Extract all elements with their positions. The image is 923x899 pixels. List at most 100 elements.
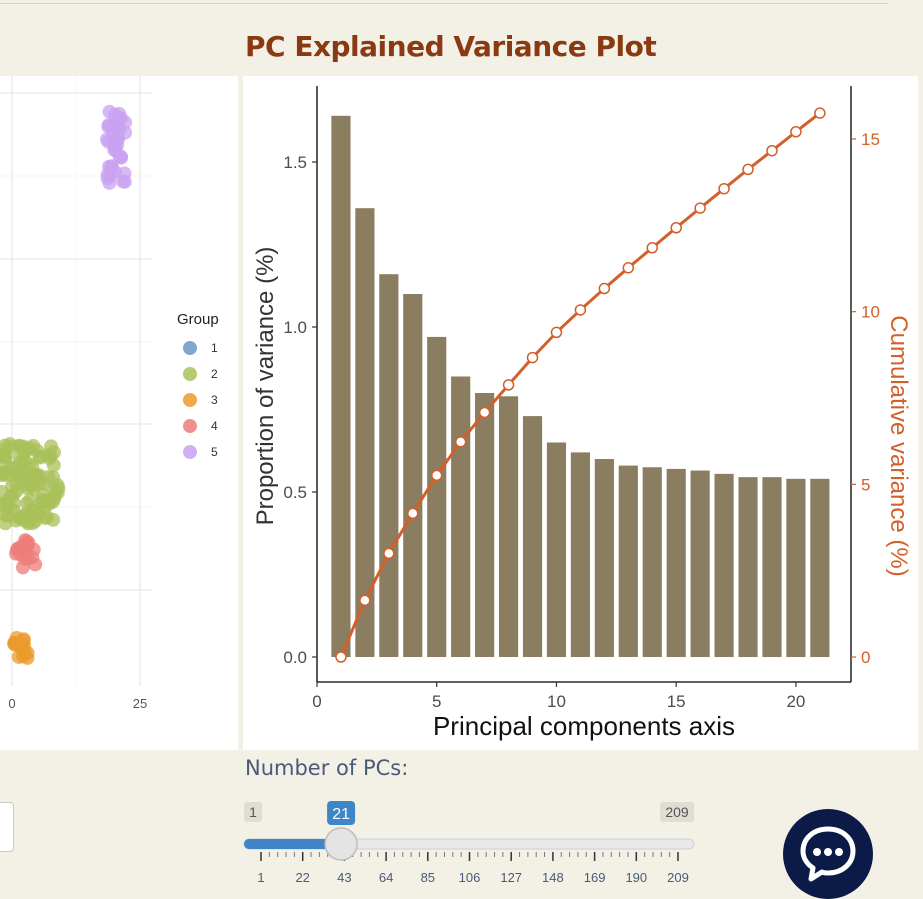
variance-bar (427, 336, 447, 657)
slider-min-badge (244, 802, 262, 822)
scatter-point (19, 443, 34, 458)
variance-bar (331, 115, 351, 658)
slider-tick-label: 106 (459, 870, 481, 885)
x-tick-label: 15 (667, 692, 686, 711)
scatter-point (9, 483, 24, 498)
cumulative-point (646, 242, 658, 254)
legend-swatch (183, 393, 197, 407)
cumulative-point (622, 262, 635, 274)
y-tick-label: 0.0 (283, 648, 307, 667)
legend-title: Group (177, 311, 219, 328)
top-divider (0, 3, 888, 4)
slider-tick-label: 43 (337, 870, 351, 885)
variance-bar (546, 442, 567, 657)
x-axis-label: Principal components axis (433, 711, 735, 741)
scatter-point (38, 510, 53, 525)
scatter-point (29, 467, 44, 482)
pca-scatter-panel: 0 25 Group 1 2 3 4 5 (0, 76, 238, 750)
partial-input-box[interactable] (0, 802, 14, 852)
number-of-pcs-label: Number of PCs: (245, 756, 409, 780)
scatter-point (28, 557, 43, 572)
scatter-point (22, 493, 37, 508)
scatter-point (41, 469, 56, 484)
page-title: PC Explained Variance Plot (245, 30, 657, 63)
cumulative-point (742, 163, 754, 176)
scatter-point (104, 118, 119, 133)
scatter-point (104, 159, 119, 174)
variance-bar (714, 473, 734, 657)
y2-tick-label: 15 (861, 130, 880, 149)
scatter-point (50, 485, 65, 500)
variance-bar (594, 459, 614, 657)
legend-swatch (183, 419, 197, 433)
slider-tick-label: 1 (257, 870, 264, 885)
variance-bar (762, 477, 782, 657)
scatter-point (17, 551, 32, 566)
y-axis-label: Proportion of variance (%) (252, 247, 279, 526)
legend-swatch (183, 445, 197, 459)
slider-tick-label: 148 (542, 870, 564, 885)
scatter-point (44, 439, 59, 454)
variance-bar (618, 465, 638, 657)
scatter-point (24, 479, 39, 494)
variance-bar (570, 452, 590, 657)
scatter-x-tick-25: 25 (133, 696, 147, 711)
legend-label: 3 (211, 393, 218, 407)
scatter-point (108, 134, 123, 149)
scatter-point (19, 506, 34, 521)
cumulative-point (718, 182, 730, 195)
pca-scatter-plot: 0 25 Group 1 2 3 4 5 (0, 76, 219, 711)
legend-label: 4 (211, 419, 218, 433)
variance-bar (786, 478, 806, 657)
variance-bar (451, 376, 471, 657)
slider-max-label: 209 (665, 804, 689, 820)
scatter-point (0, 493, 15, 508)
cumulative-point (430, 469, 443, 482)
cumulative-point (790, 125, 802, 138)
variance-bar (379, 274, 399, 657)
cumulative-point (670, 222, 682, 234)
x-tick-label: 10 (547, 692, 566, 711)
x-tick-label: 0 (312, 692, 321, 711)
cumulative-point (574, 304, 587, 316)
cumulative-point (502, 379, 515, 391)
cumulative-point (407, 507, 419, 520)
y-tick-label: 1.5 (283, 153, 307, 172)
y2-tick-label: 5 (861, 475, 870, 494)
cumulative-point (335, 651, 347, 663)
y2-tick-label: 0 (861, 648, 870, 667)
variance-bar (522, 416, 543, 657)
x-tick-label: 20 (786, 692, 805, 711)
scatter-point (113, 111, 128, 126)
scatter-point (113, 149, 128, 164)
variance-bar (642, 467, 662, 657)
scatter-point (13, 463, 28, 478)
cumulative-point (766, 144, 778, 157)
variance-bar (403, 294, 423, 657)
slider-tick-label: 127 (500, 870, 522, 885)
slider-tick-label: 85 (421, 870, 435, 885)
variance-bar (666, 468, 686, 657)
slider-tick-label: 169 (584, 870, 606, 885)
legend-label: 1 (211, 341, 218, 355)
variance-bar (498, 396, 519, 657)
chat-button[interactable] (783, 809, 873, 899)
cumulative-point (814, 107, 826, 119)
slider-value-badge (327, 801, 356, 825)
y-tick-label: 0.5 (283, 483, 307, 502)
y-tick-label: 1.0 (283, 318, 307, 337)
variance-bar (690, 470, 710, 657)
scatter-point (0, 448, 13, 463)
legend-swatch (183, 367, 197, 381)
legend-label: 2 (211, 367, 218, 381)
chat-bubble-icon (800, 826, 856, 882)
scatter-point (21, 535, 36, 550)
cumulative-point (478, 406, 491, 419)
cumulative-point (359, 594, 371, 607)
slider-handle[interactable] (324, 827, 358, 861)
variance-bar (810, 478, 830, 657)
scatter-point (118, 125, 133, 140)
legend-swatch (183, 341, 197, 355)
slider-min-label: 1 (249, 804, 257, 820)
number-of-pcs-slider[interactable]: 1 209 21 1 22 43 64 85 106 127 148 169 190 209 (240, 798, 700, 898)
